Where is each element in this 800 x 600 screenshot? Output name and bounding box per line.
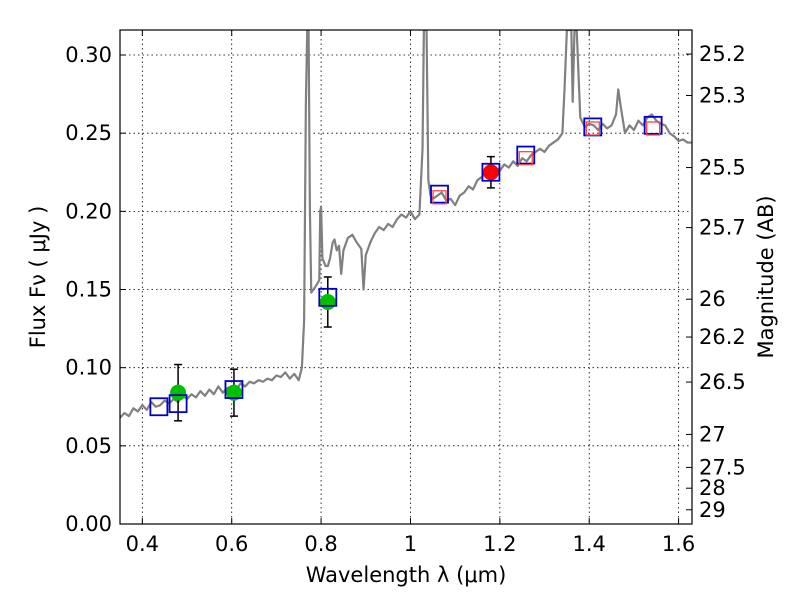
y-axis-label: Flux Fν ( μJy ) (26, 206, 50, 349)
right-tick-label: 26.2 (699, 325, 746, 349)
model-magnitude-square (481, 162, 501, 182)
model-magnitude-square (149, 397, 169, 417)
tick-layer: 0.4 0.6 0.8 1 1.2 1.4 1.6 0.00 0.05 0.10 0.15 0.20 0… (65, 30, 746, 556)
model-magnitude-square (224, 380, 244, 399)
series-layer (120, 30, 692, 422)
y-tick-label: 0.00 (65, 512, 112, 536)
model-magnitude-square (516, 145, 536, 165)
x-tick-label: 1 (404, 532, 417, 556)
photometry-point (170, 384, 187, 401)
model-magnitude-square (643, 115, 663, 135)
right-tick-label: 26.5 (699, 370, 746, 394)
right-tick-label: 25.5 (699, 156, 746, 180)
y-tick-label: 0.15 (65, 278, 112, 302)
photometry-point (319, 294, 336, 311)
model-magnitude-square (168, 394, 188, 414)
model-magnitude-square-ir (585, 121, 600, 136)
right-tick-label: 25.3 (699, 84, 746, 108)
x-tick-label: 0.6 (215, 532, 248, 556)
right-tick-label: 25.2 (699, 42, 746, 66)
right-axis-label: Magnitude (AB) (754, 195, 778, 358)
model-magnitude-square-ir (518, 151, 533, 166)
right-tick-label: 27 (699, 422, 726, 446)
x-tick-label: 0.8 (304, 532, 337, 556)
photometry-point (482, 164, 499, 181)
model-magnitude-square-ir (432, 190, 447, 205)
x-tick-label: 1.4 (573, 532, 606, 556)
y-tick-label: 0.05 (65, 434, 112, 458)
right-tick-label: 25.7 (699, 216, 746, 240)
model-magnitude-square-ir (645, 121, 661, 136)
y-tick-label: 0.30 (65, 43, 112, 67)
photometry-point (225, 384, 242, 401)
y-tick-label: 0.10 (65, 356, 112, 380)
x-tick-label: 0.4 (126, 532, 159, 556)
plot-frame (119, 29, 693, 525)
right-tick-label: 28 (699, 476, 726, 500)
x-axis-label: Wavelength λ (μm) (306, 563, 507, 587)
right-tick-label: 29 (699, 498, 726, 522)
model-magnitude-square (318, 287, 338, 307)
right-tick-label: 26 (699, 287, 726, 311)
right-tick-label: 27.5 (699, 455, 746, 479)
model-magnitude-square (430, 184, 449, 204)
y-tick-label: 0.25 (65, 121, 112, 145)
x-tick-label: 1.2 (483, 532, 516, 556)
y-tick-label: 0.20 (65, 199, 112, 223)
x-tick-label: 1.6 (662, 532, 695, 556)
